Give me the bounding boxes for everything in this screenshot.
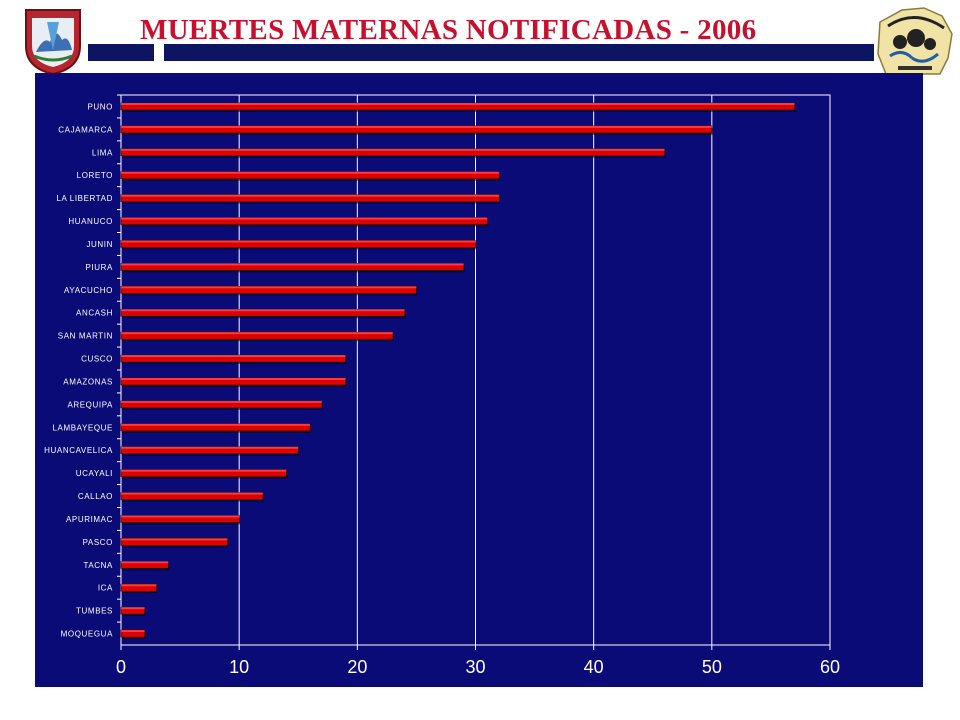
chart-panel: PUNO CAJAMARCA LIMA LORETO LA LIBERTAD HUANUC… xyxy=(35,73,923,687)
category-label: CUSCO xyxy=(81,355,113,364)
category-labels: PUNO CAJAMARCA LIMA LORETO LA LIBERTAD HUANUC… xyxy=(44,102,114,639)
bar-highlight xyxy=(121,400,322,403)
category-label: AMAZONAS xyxy=(63,377,113,386)
slide-header: MUERTES MATERNAS NOTIFICADAS - 2006 xyxy=(0,0,960,78)
category-label: PUNO xyxy=(87,102,113,111)
category-label: LAMBAYEQUE xyxy=(52,423,113,432)
bar-highlight xyxy=(121,607,145,610)
bar xyxy=(120,148,665,157)
x-tick-label: 20 xyxy=(347,657,367,677)
x-tick-label: 60 xyxy=(820,657,840,677)
category-label: CALLAO xyxy=(78,492,113,501)
category-label: LORETO xyxy=(77,171,113,180)
bar-highlight xyxy=(121,561,169,564)
bar-highlight xyxy=(121,102,795,105)
bar-highlight xyxy=(121,263,464,266)
bar xyxy=(120,308,405,317)
header-rule-left xyxy=(88,44,154,61)
x-tick-label: 10 xyxy=(229,657,249,677)
gridlines xyxy=(117,94,831,650)
bar-highlight xyxy=(121,217,488,220)
category-label: UCAYALI xyxy=(76,469,113,478)
bar-highlight xyxy=(121,194,500,197)
category-label: HUANUCO xyxy=(68,217,113,226)
bar xyxy=(120,560,169,569)
category-label: AREQUIPA xyxy=(67,400,113,409)
bar-highlight xyxy=(121,630,145,633)
header-rule-right xyxy=(164,44,874,61)
category-label: PIURA xyxy=(86,263,114,272)
x-tick-label: 30 xyxy=(465,657,485,677)
bar-highlight xyxy=(121,377,346,380)
direccion-regional-de-salud-ayacucho-logo xyxy=(872,4,958,78)
bar-highlight xyxy=(121,332,393,335)
category-label: PASCO xyxy=(83,538,113,547)
bar-highlight xyxy=(121,125,712,128)
bar-highlight xyxy=(121,355,346,358)
bar-highlight xyxy=(121,309,405,312)
category-label: CAJAMARCA xyxy=(58,125,113,134)
bar-highlight xyxy=(121,538,228,541)
x-tick-label: 50 xyxy=(702,657,722,677)
category-label: ICA xyxy=(98,584,113,593)
bar-highlight xyxy=(121,446,299,449)
x-tick-labels: 0 10 20 30 40 50 60 xyxy=(116,657,840,677)
category-label: MOQUEGUA xyxy=(61,630,113,639)
category-label: LIMA xyxy=(92,148,113,157)
category-label: ANCASH xyxy=(76,309,113,318)
bar-highlight xyxy=(121,469,287,472)
bar-chart: PUNO CAJAMARCA LIMA LORETO LA LIBERTAD HUANUC… xyxy=(44,94,840,677)
x-tick-label: 40 xyxy=(584,657,604,677)
category-label: LA LIBERTAD xyxy=(56,194,113,203)
x-tick-label: 0 xyxy=(116,657,126,677)
category-label: AYACUCHO xyxy=(64,286,113,295)
bar-highlight xyxy=(121,171,500,174)
gobierno-regional-logo xyxy=(22,6,84,76)
category-label: JUNIN xyxy=(86,240,113,249)
bar-highlight xyxy=(121,584,157,587)
category-label: TUMBES xyxy=(76,607,113,616)
bar-highlight xyxy=(121,148,665,151)
category-label: HUANCAVELICA xyxy=(44,446,113,455)
bar-highlight xyxy=(121,240,476,243)
category-label: SAN MARTIN xyxy=(58,332,113,341)
bars xyxy=(120,102,796,640)
category-label: TACNA xyxy=(83,561,113,570)
bar-highlight xyxy=(121,492,263,495)
bar-highlight xyxy=(121,515,240,518)
bar-highlight xyxy=(121,286,417,289)
bar-highlight xyxy=(121,423,311,426)
category-label: APURIMAC xyxy=(66,515,113,524)
slide-title: MUERTES MATERNAS NOTIFICADAS - 2006 xyxy=(140,14,757,46)
